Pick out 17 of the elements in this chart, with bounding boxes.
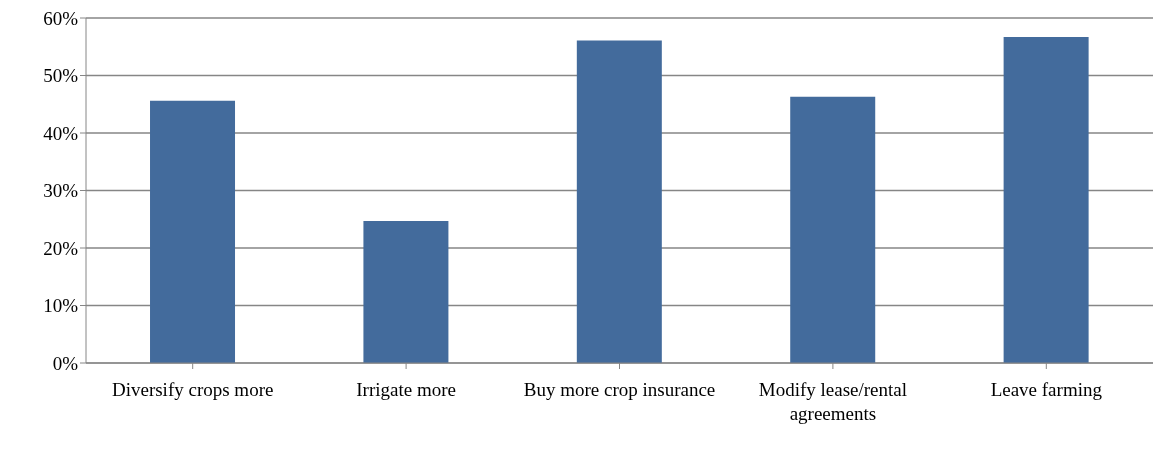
y-tick-label: 20% [43,237,79,259]
x-tick-label: Leave farming [990,379,1103,401]
y-tick-label: 50% [43,65,79,87]
bar [150,100,236,363]
y-tick-label: 60% [43,7,79,29]
x-tick-label: Irrigate more [356,379,456,401]
x-tick-label: Modify lease/rental agreements [758,379,908,425]
y-tick-label: 30% [43,180,79,202]
bar [363,220,449,363]
bar [1003,36,1089,363]
x-tick-label: Buy more crop insurance [523,379,716,401]
y-tick-label: 40% [43,122,79,144]
bar [790,96,876,363]
y-tick-label: 10% [43,295,79,317]
y-tick-label: 0% [52,352,79,374]
bar [576,40,662,363]
x-tick-label: Diversify crops more [111,379,274,401]
